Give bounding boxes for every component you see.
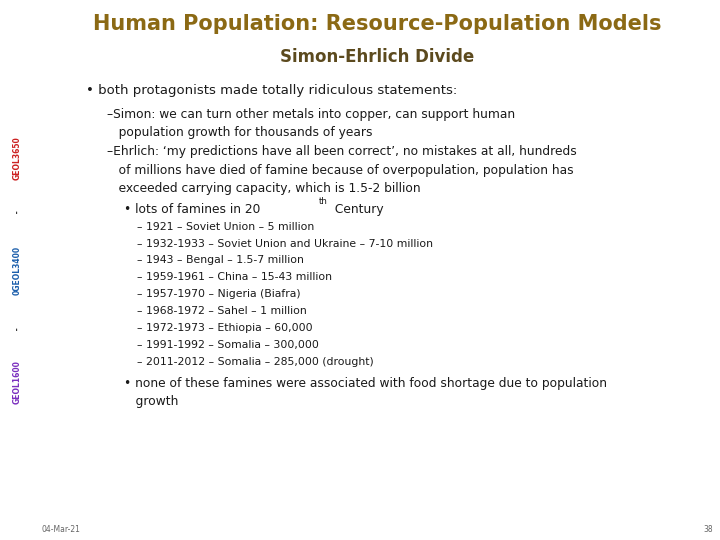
Text: • both protagonists made totally ridiculous statements:: • both protagonists made totally ridicul… [86,84,457,97]
Text: – 1972-1973 – Ethiopia – 60,000: – 1972-1973 – Ethiopia – 60,000 [138,323,313,333]
Text: –Simon: we can turn other metals into copper, can support human: –Simon: we can turn other metals into co… [107,107,515,121]
Text: –Ehrlich: ‘my predictions have all been correct’, no mistakes at all, hundreds: –Ehrlich: ‘my predictions have all been … [107,145,576,159]
Text: -: - [13,207,22,216]
Text: – 1957-1970 – Nigeria (Biafra): – 1957-1970 – Nigeria (Biafra) [138,289,301,299]
Text: – 1991-1992 – Somalia – 300,000: – 1991-1992 – Somalia – 300,000 [138,340,319,350]
Text: Human Population: Resource-Population Models: Human Population: Resource-Population Mo… [93,14,662,33]
Text: population growth for thousands of years: population growth for thousands of years [107,126,372,139]
Text: 04-Mar-21: 04-Mar-21 [42,524,81,534]
Text: growth: growth [124,395,178,408]
Text: GEOL1600: GEOL1600 [13,360,22,404]
Text: – 1959-1961 – China – 15-43 million: – 1959-1961 – China – 15-43 million [138,272,333,282]
Text: – 2011-2012 – Somalia – 285,000 (drought): – 2011-2012 – Somalia – 285,000 (drought… [138,356,374,367]
Text: GEOL3650: GEOL3650 [13,136,22,180]
Text: – 1943 – Bengal – 1.5-7 million: – 1943 – Bengal – 1.5-7 million [138,255,305,265]
Text: exceeded carrying capacity, which is 1.5-2 billion: exceeded carrying capacity, which is 1.5… [107,182,420,195]
Text: 38: 38 [703,524,713,534]
Text: Century: Century [331,203,384,216]
Text: – 1968-1972 – Sahel – 1 million: – 1968-1972 – Sahel – 1 million [138,306,307,316]
Text: Simon-Ehrlich Divide: Simon-Ehrlich Divide [280,48,474,65]
Text: – 1932-1933 – Soviet Union and Ukraine – 7-10 million: – 1932-1933 – Soviet Union and Ukraine –… [138,239,433,248]
Text: 0GEOL3400: 0GEOL3400 [13,246,22,294]
Text: • lots of famines in 20: • lots of famines in 20 [124,203,260,216]
Text: • none of these famines were associated with food shortage due to population: • none of these famines were associated … [124,377,607,390]
Text: – 1921 – Soviet Union – 5 million: – 1921 – Soviet Union – 5 million [138,221,315,232]
Text: th: th [319,198,328,206]
Text: -: - [13,324,22,333]
Text: of millions have died of famine because of overpopulation, population has: of millions have died of famine because … [107,164,573,177]
